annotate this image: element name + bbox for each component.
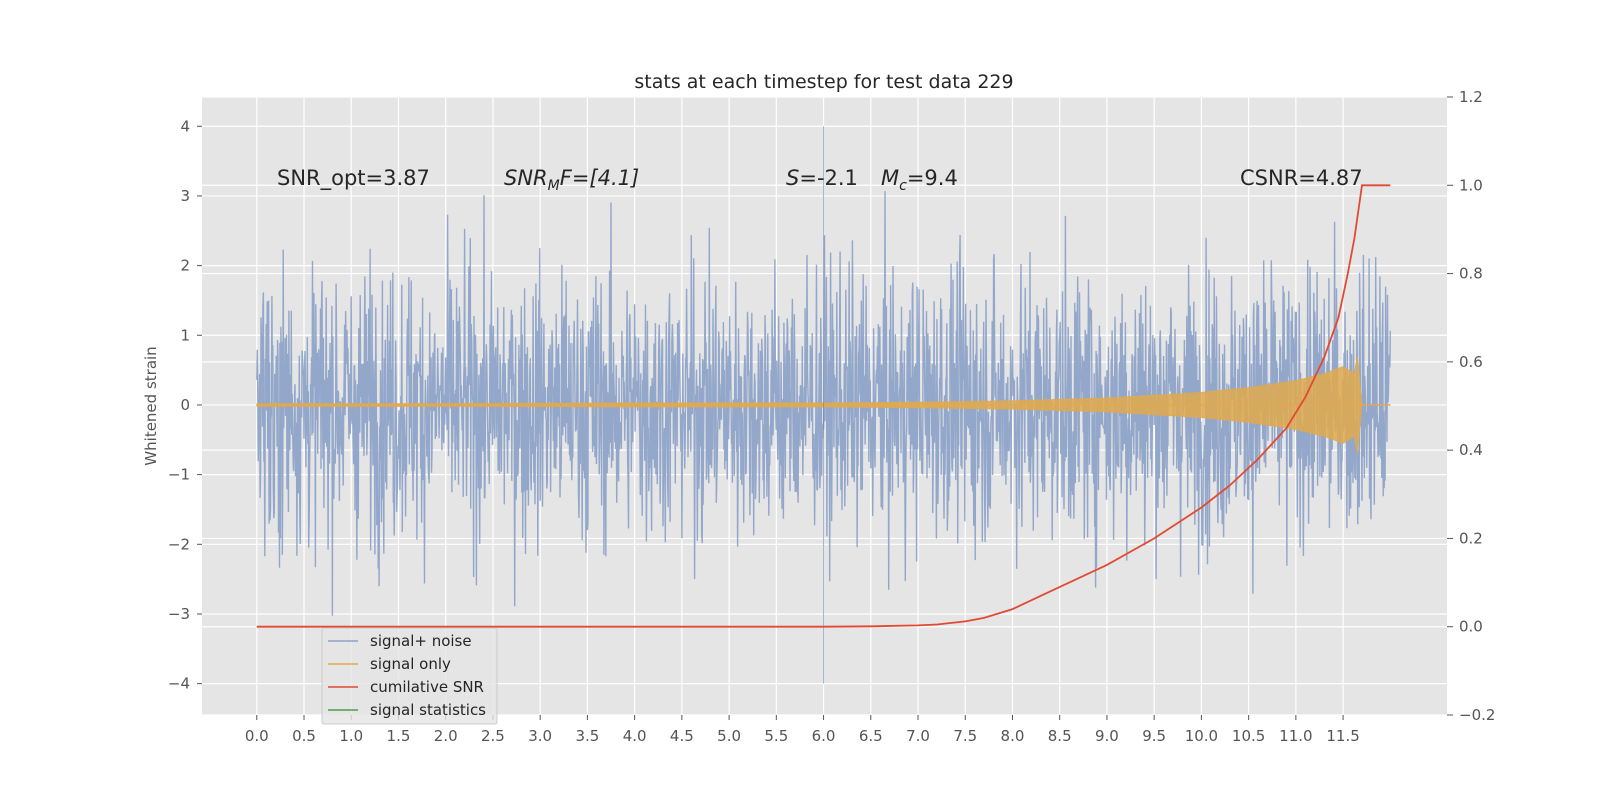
annotation-snr-mf-symbol: SNR — [504, 166, 548, 190]
y2-tick-label: 0.0 — [1459, 618, 1483, 636]
annotation-s-value: =-2.1 — [799, 166, 858, 190]
y-axis-label: Whitened strain — [142, 346, 160, 465]
x-tick-label: 6.0 — [812, 727, 836, 745]
annotation-mc-value: =9.4 — [907, 166, 958, 190]
y-tick-label: 1 — [180, 326, 190, 344]
y-tick-label: −2 — [168, 535, 190, 553]
x-tick-label: 3.5 — [575, 727, 599, 745]
x-tick-label: 6.5 — [859, 727, 883, 745]
x-tick-label: 8.5 — [1048, 727, 1072, 745]
x-tick-label: 4.0 — [623, 727, 647, 745]
x-tick-label: 9.5 — [1142, 727, 1166, 745]
legend-box — [321, 627, 498, 725]
x-tick-label: 2.0 — [434, 727, 458, 745]
x-tick-label: 11.5 — [1326, 727, 1359, 745]
y-tick-label: −3 — [168, 605, 190, 623]
y-tick-label: 0 — [180, 396, 190, 414]
annotation-mc-subscript: c — [899, 178, 907, 194]
annotation-snr-mf-value: F=[4.1] — [560, 166, 639, 190]
annotation-csnr: CSNR=4.87 — [1240, 166, 1363, 190]
x-tick-label: 7.0 — [906, 727, 930, 745]
y-axis-ticks: 4 3 2 1 0 −1 −2 −3 −4 — [168, 117, 202, 693]
x-tick-label: 4.5 — [670, 727, 694, 745]
cumulative-snr-series — [256, 184, 1391, 628]
x-tick-label: 0.5 — [292, 727, 316, 745]
y2-tick-label: 0.2 — [1459, 529, 1483, 547]
y2-tick-label: 0.4 — [1459, 441, 1483, 459]
legend-label-signal: signal only — [370, 655, 451, 673]
y-tick-label: 3 — [180, 187, 190, 205]
annotation-snr-mf-subscript: M — [548, 178, 560, 194]
y2-tick-label: 1.0 — [1459, 176, 1483, 194]
x-tick-label: 1.0 — [339, 727, 363, 745]
y-tick-label: −1 — [168, 466, 190, 484]
annotation-mc: Mc=9.4 — [881, 166, 958, 194]
y2-tick-label: 1.2 — [1459, 88, 1483, 106]
legend: signal+ noise signal only cumilative SNR… — [321, 627, 498, 725]
x-tick-label: 5.0 — [717, 727, 741, 745]
y2-axis-ticks: 1.2 1.0 0.8 0.6 0.4 0.2 0.0 −0.2 — [1447, 88, 1495, 724]
y2-tick-label: −0.2 — [1459, 706, 1495, 724]
x-axis-ticks: 0.0 0.5 1.0 1.5 2.0 2.5 3.0 3.5 4.0 4.5 5.0 5.5 6.0 6… — [245, 715, 1360, 745]
annotation-snr-opt: SNR_opt=3.87 — [277, 166, 430, 191]
legend-label-noise: signal+ noise — [370, 632, 472, 650]
x-tick-label: 9.0 — [1095, 727, 1119, 745]
x-tick-label: 5.5 — [764, 727, 788, 745]
x-tick-label: 0.0 — [245, 727, 269, 745]
legend-label-stats: signal statistics — [370, 701, 486, 719]
legend-label-snr: cumilative SNR — [370, 678, 484, 696]
y-tick-label: −4 — [168, 675, 190, 693]
cumulative-snr-line — [256, 184, 1391, 628]
y-tick-label: 2 — [180, 257, 190, 275]
x-tick-label: 7.5 — [953, 727, 977, 745]
annotation-snr-mf: SNRMF=[4.1] — [504, 166, 639, 194]
y2-tick-label: 0.6 — [1459, 353, 1483, 371]
x-tick-label: 10.5 — [1232, 727, 1265, 745]
x-tick-label: 8.0 — [1001, 727, 1025, 745]
x-tick-label: 1.5 — [387, 727, 411, 745]
x-tick-label: 10.0 — [1185, 727, 1218, 745]
annotation-mc-symbol: M — [881, 166, 899, 190]
annotation-s: S=-2.1 — [786, 166, 858, 190]
y-tick-label: 4 — [180, 117, 190, 135]
x-tick-label: 3.0 — [528, 727, 552, 745]
chart-title: stats at each timestep for test data 229 — [634, 71, 1013, 93]
annotations: SNR_opt=3.87 SNRMF=[4.1] S=-2.1 Mc=9.4 C… — [277, 166, 1363, 194]
annotation-s-symbol: S — [786, 166, 799, 190]
x-tick-label: 11.0 — [1279, 727, 1312, 745]
y2-tick-label: 0.8 — [1459, 265, 1483, 283]
x-tick-label: 2.5 — [481, 727, 505, 745]
